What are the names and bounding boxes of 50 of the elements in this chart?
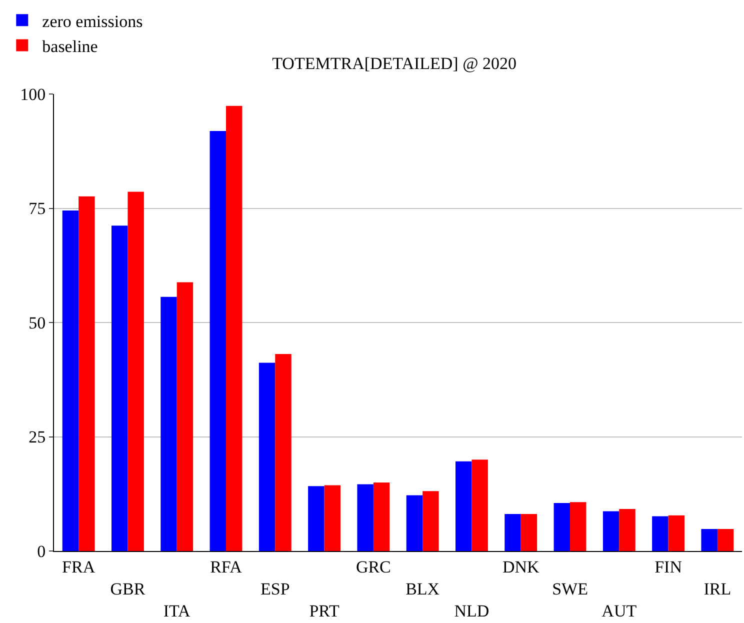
bar xyxy=(406,495,423,551)
x-tick-label: NLD xyxy=(454,602,490,621)
x-tick-label: SWE xyxy=(552,580,588,598)
y-tick-label: 100 xyxy=(20,84,46,104)
bar xyxy=(456,461,472,551)
bar xyxy=(78,196,95,551)
bar xyxy=(308,486,324,551)
bar xyxy=(472,460,488,551)
bar xyxy=(62,210,79,551)
bar xyxy=(520,514,538,551)
x-tick-label: RFA xyxy=(210,557,243,576)
bar xyxy=(652,516,668,551)
y-tick-label: 50 xyxy=(28,313,46,332)
bar xyxy=(176,282,194,551)
x-tick-label: AUT xyxy=(602,602,638,621)
bar xyxy=(275,354,292,551)
y-tick-label: 75 xyxy=(28,199,46,218)
bar xyxy=(504,514,521,551)
bar xyxy=(570,502,586,551)
bar xyxy=(602,511,620,551)
chart-title: TOTEMTRA[DETAILED] @ 2020 xyxy=(272,54,517,73)
x-tick-label: IRL xyxy=(704,580,732,598)
x-tick-label: PRT xyxy=(309,602,340,621)
bar xyxy=(226,106,242,551)
legend-label: zero emissions xyxy=(42,12,143,31)
x-tick-label: FIN xyxy=(654,557,682,576)
x-tick-label: ESP xyxy=(260,580,290,598)
bar xyxy=(357,484,374,551)
x-tick-label: DNK xyxy=(502,557,540,576)
x-tick-label: GRC xyxy=(356,557,391,576)
bar xyxy=(324,485,340,551)
bar xyxy=(619,508,636,551)
bar xyxy=(422,491,439,551)
x-tick-label: GBR xyxy=(110,580,146,598)
x-tick-label: FRA xyxy=(62,557,96,576)
y-tick-label: 0 xyxy=(37,542,46,561)
bar xyxy=(210,131,226,551)
x-tick-label: BLX xyxy=(406,580,440,598)
bar xyxy=(160,296,177,551)
bar xyxy=(112,226,128,551)
bar xyxy=(717,529,734,551)
bar xyxy=(128,192,144,551)
bar xyxy=(554,503,570,551)
bar xyxy=(668,515,684,551)
x-tick-label: ITA xyxy=(163,602,192,621)
y-tick-label: 25 xyxy=(28,428,46,447)
legend-label: baseline xyxy=(42,36,98,56)
bar xyxy=(373,482,390,551)
bar xyxy=(258,362,276,551)
bar xyxy=(701,529,718,551)
